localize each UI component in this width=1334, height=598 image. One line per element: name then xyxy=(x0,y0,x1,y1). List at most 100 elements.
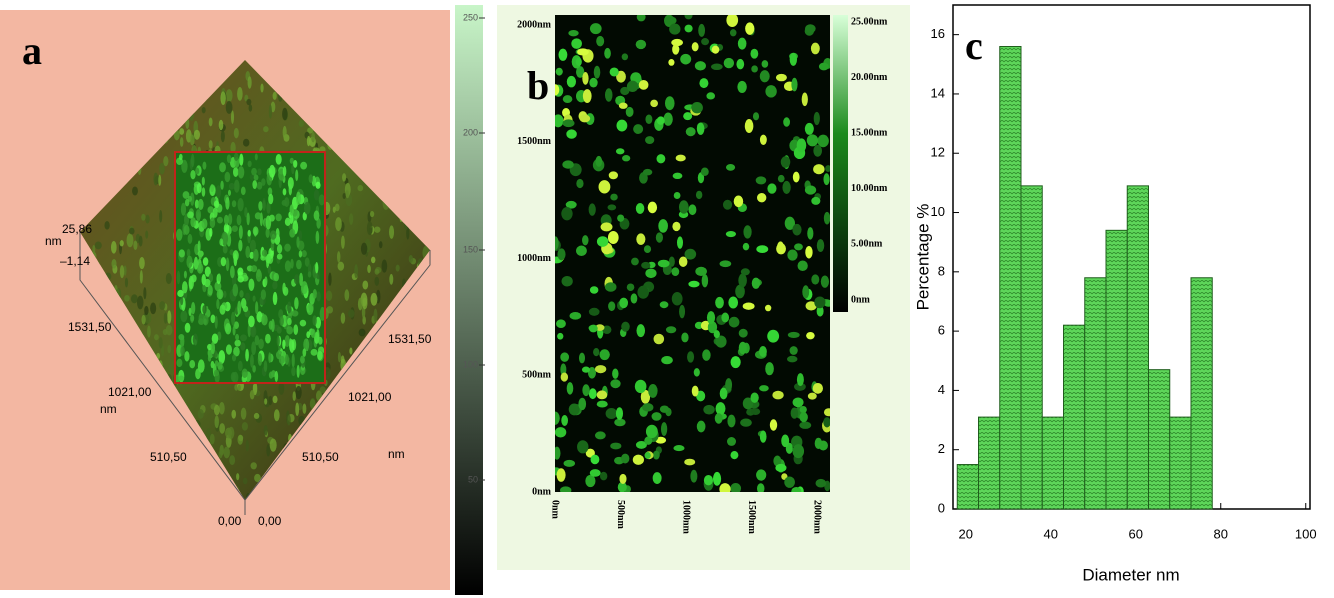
grain xyxy=(189,360,195,368)
grain xyxy=(273,292,278,305)
axis-tick-label: 1021,00 xyxy=(348,390,392,404)
grain xyxy=(238,198,244,211)
particle xyxy=(597,390,608,399)
particle xyxy=(616,148,625,154)
particle xyxy=(725,378,732,392)
particle xyxy=(750,49,758,59)
particle xyxy=(627,81,638,92)
grain xyxy=(375,269,380,275)
grain xyxy=(147,325,151,337)
colorbar-tick-label: 200 xyxy=(463,127,478,137)
particle xyxy=(583,89,592,103)
particle xyxy=(787,250,797,261)
grain xyxy=(266,228,270,238)
grain xyxy=(251,265,257,272)
grain xyxy=(370,211,374,217)
grain xyxy=(185,323,191,333)
grain xyxy=(338,352,341,363)
grain xyxy=(258,339,264,350)
grain xyxy=(291,367,295,377)
grain xyxy=(389,274,393,285)
grain xyxy=(111,241,117,254)
particle xyxy=(743,243,749,251)
grain xyxy=(179,128,184,135)
particle xyxy=(685,249,697,260)
particle xyxy=(715,413,723,424)
grain xyxy=(220,91,225,105)
grain xyxy=(268,266,272,275)
y-tick-label: 4 xyxy=(938,382,945,397)
grain xyxy=(236,473,239,480)
bar xyxy=(1127,186,1148,509)
x-tick-label: 2000nm xyxy=(812,500,823,535)
grain xyxy=(264,360,268,372)
grain xyxy=(125,278,128,288)
grain xyxy=(163,156,168,166)
grain xyxy=(275,371,279,382)
grain xyxy=(266,216,272,230)
particle xyxy=(593,348,599,356)
grain xyxy=(311,349,318,356)
grain xyxy=(208,285,213,296)
grain xyxy=(199,252,202,259)
grain xyxy=(163,329,168,335)
particle xyxy=(781,435,789,448)
particle xyxy=(756,469,766,480)
grain xyxy=(282,283,286,295)
grain xyxy=(224,215,229,225)
grain xyxy=(250,326,256,338)
grain xyxy=(302,404,306,414)
grain xyxy=(253,296,256,302)
axis-tick-label: 0,00 xyxy=(218,514,242,528)
particle xyxy=(756,176,767,184)
particle xyxy=(815,438,822,449)
particle xyxy=(726,13,738,27)
bar xyxy=(1106,230,1127,509)
grain xyxy=(213,207,218,217)
particle xyxy=(816,479,827,488)
particle xyxy=(589,388,597,399)
grain xyxy=(203,257,209,266)
grain xyxy=(311,329,316,338)
particle xyxy=(800,406,807,413)
y-tick-label: 2000nm xyxy=(517,19,552,30)
grain xyxy=(243,139,249,147)
grain xyxy=(242,422,248,431)
particle xyxy=(726,164,735,171)
grain xyxy=(223,245,228,253)
grain xyxy=(289,338,292,350)
grain xyxy=(193,333,198,345)
x-tick-label: 500nm xyxy=(615,500,626,530)
particle xyxy=(636,203,645,214)
particle xyxy=(645,136,654,144)
grain xyxy=(235,334,239,341)
grain xyxy=(190,315,194,322)
particle xyxy=(653,451,660,460)
particle xyxy=(805,123,814,135)
grain xyxy=(257,182,262,190)
particle xyxy=(589,325,598,333)
particle xyxy=(788,332,800,338)
grain xyxy=(262,250,267,257)
particle xyxy=(557,333,563,340)
particle xyxy=(752,278,760,289)
particle xyxy=(782,181,790,194)
particle xyxy=(767,330,779,343)
particle xyxy=(590,23,602,34)
particle xyxy=(696,191,702,199)
grain xyxy=(273,92,277,100)
grain xyxy=(243,478,248,485)
grain xyxy=(251,462,257,469)
particle xyxy=(595,156,602,167)
grain xyxy=(249,104,253,111)
grain xyxy=(299,120,304,127)
grain xyxy=(374,277,379,286)
grain xyxy=(371,293,378,306)
grain xyxy=(362,297,367,309)
particle xyxy=(745,119,754,133)
grain xyxy=(229,183,235,190)
particle xyxy=(556,319,566,328)
y-tick-label: 16 xyxy=(931,26,945,41)
particle xyxy=(721,312,729,322)
grain xyxy=(258,353,262,366)
